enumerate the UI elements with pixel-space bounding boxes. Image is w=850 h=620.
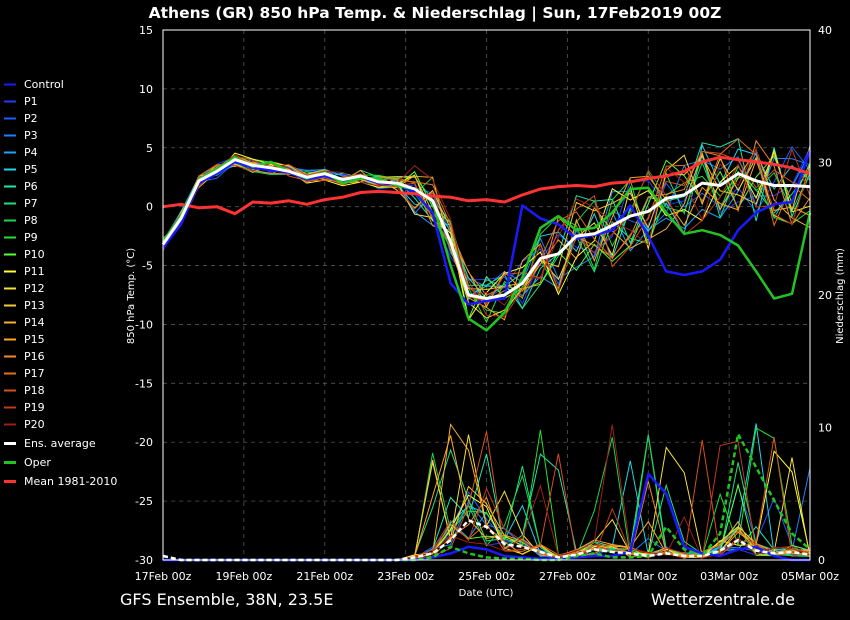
series-line-control-temp	[162, 149, 812, 306]
y-tick-label-right: 0	[818, 554, 825, 567]
legend-label: P8	[24, 214, 38, 227]
y-axis-left-ticks: 15 10 5 0 -5 -10 -15 -20 -25 -30	[135, 24, 153, 567]
legend-label: P12	[24, 282, 45, 295]
footer-source: GFS Ensemble, 38N, 23.5E	[120, 590, 333, 609]
series-line-oper-temp	[161, 155, 812, 332]
legend-label: P13	[24, 299, 45, 312]
y-tick-label-right: 30	[818, 157, 832, 170]
x-axis-label: Date (UTC)	[459, 588, 514, 599]
y-tick-label-left: 10	[139, 83, 153, 96]
x-axis-ticks: 17Feb 00z 19Feb 00z 21Feb 00z 23Feb 00z 25Fe…	[135, 570, 840, 583]
x-tick-label: 23Feb 00z	[377, 570, 434, 583]
x-tick-label: 27Feb 00z	[539, 570, 596, 583]
legend-label: P18	[24, 384, 45, 397]
y-axis-right-ticks: 40 30 20 10 0	[818, 24, 832, 567]
legend-label: P1	[24, 95, 38, 108]
y-tick-label-left: -25	[135, 495, 153, 508]
y-tick-label-left: 15	[139, 24, 153, 37]
legend-label: P16	[24, 350, 45, 363]
y-axis-right-label: Niederschlag (mm)	[835, 248, 846, 344]
footer-site: Wetterzentrale.de	[651, 590, 795, 609]
y-tick-label-left: -10	[135, 318, 153, 331]
x-tick-label: 17Feb 00z	[135, 570, 192, 583]
legend-label: P10	[24, 248, 45, 261]
x-tick-label: 19Feb 00z	[216, 570, 273, 583]
y-tick-label-right: 40	[818, 24, 832, 37]
legend-label: P15	[24, 333, 45, 346]
series-line-ens-average-temp	[161, 158, 811, 300]
legend: Control P1 P2 P3 P4 P5 P6 P7 P8 P9 P10 P11 P12 P13 P14…	[4, 78, 117, 488]
legend-label: P11	[24, 265, 45, 278]
plot-frame	[162, 29, 811, 561]
x-tick-label: 01Mar 00z	[619, 570, 677, 583]
y-tick-label-left: 0	[146, 201, 153, 214]
y-tick-label-left: -30	[135, 554, 153, 567]
y-tick-label-right: 20	[818, 289, 832, 302]
legend-label: P3	[24, 129, 38, 142]
x-tick-label: 25Feb 00z	[458, 570, 515, 583]
legend-label: P17	[24, 367, 45, 380]
x-tick-label: 21Feb 00z	[296, 570, 353, 583]
series-line-p15-temp	[162, 154, 811, 321]
legend-label: P19	[24, 401, 45, 414]
legend-label: P9	[24, 231, 38, 244]
legend-label: P4	[24, 146, 38, 159]
x-tick-label: 03Mar 00z	[700, 570, 758, 583]
legend-label: Oper	[24, 456, 51, 469]
y-tick-label-left: -5	[142, 260, 153, 273]
series-line-p12-temp	[162, 154, 811, 319]
legend-label: P5	[24, 163, 38, 176]
legend-label: Ens. average	[24, 437, 96, 450]
y-axis-left-label: 850 hPa Temp. (°C)	[126, 248, 137, 344]
series-line-mean-1981-2010	[162, 155, 811, 216]
legend-label: P20	[24, 418, 45, 431]
chart-title: Athens (GR) 850 hPa Temp. & Niederschlag…	[149, 4, 722, 23]
y-tick-label-left: 5	[146, 142, 153, 155]
legend-label: P7	[24, 197, 38, 210]
legend-label: P14	[24, 316, 45, 329]
x-tick-label: 05Mar 00z	[781, 570, 839, 583]
legend-label: P6	[24, 180, 38, 193]
grid-lines	[162, 29, 811, 561]
legend-label: Mean 1981-2010	[24, 475, 117, 488]
legend-label: P2	[24, 112, 38, 125]
legend-label: Control	[24, 78, 64, 91]
y-tick-label-left: -20	[135, 436, 153, 449]
y-tick-label-left: -15	[135, 377, 153, 390]
y-tick-label-right: 10	[818, 422, 832, 435]
